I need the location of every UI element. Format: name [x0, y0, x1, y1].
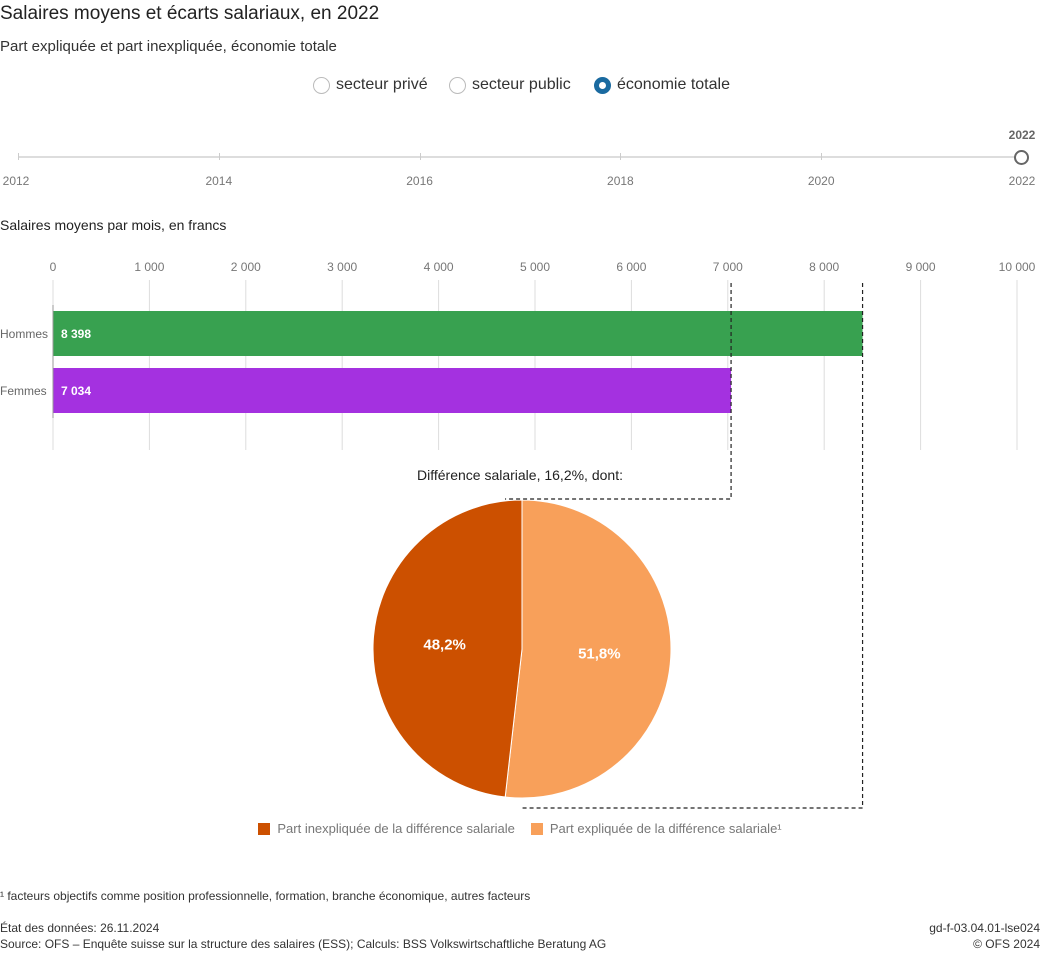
x-tick-label: 1 000 [134, 260, 164, 274]
pie-slice [372, 499, 523, 798]
connector-femmes [505, 283, 732, 500]
radio-label: secteur public [472, 76, 571, 93]
radio-circle-icon [449, 76, 466, 94]
legend-item-expliquee[interactable]: Part expliquée de la différence salarial… [530, 821, 782, 836]
timeline-selected-year: 2022 [1008, 128, 1036, 142]
radio-circle-icon [313, 76, 330, 94]
bar-value-label: 7 034 [61, 384, 91, 398]
x-tick-label: 0 [50, 260, 57, 274]
timeline-year-label[interactable]: 2014 [205, 174, 233, 188]
timeline-year-label[interactable]: 2016 [406, 174, 433, 188]
timeline-tick [419, 153, 421, 160]
pie-slice-label: 51,8% [578, 645, 621, 662]
pie-slice-label: 48,2% [423, 637, 466, 654]
x-tick-label: 4 000 [424, 260, 454, 274]
timeline-slider-handle[interactable] [1014, 150, 1029, 165]
radio-secteur-public[interactable]: secteur public [449, 76, 571, 94]
pie-legend: Part inexpliquée de la différence salari… [0, 821, 1040, 836]
category-label: Hommes [0, 327, 48, 341]
connector-hommes [522, 283, 864, 809]
timeline-tick [218, 153, 220, 160]
timeline-tick [18, 153, 19, 160]
source: Source: OFS – Enquête suisse sur la stru… [0, 937, 607, 951]
bar-value-label: 8 398 [61, 327, 91, 341]
x-tick-label: 8 000 [809, 260, 839, 274]
pie-slice [504, 499, 672, 799]
radio-label: secteur privé [336, 76, 428, 93]
timeline-tick [620, 153, 622, 160]
chart-subtitle: Part expliquée et part inexpliquée, écon… [0, 38, 337, 55]
x-tick-label: 3 000 [327, 260, 357, 274]
radio-label: économie totale [617, 76, 730, 93]
x-tick-label: 7 000 [713, 260, 743, 274]
chart-title: Salaires moyens et écarts salariaux, en … [0, 3, 380, 24]
legend-item-inexpliquee[interactable]: Part inexpliquée de la différence salari… [258, 821, 515, 836]
copyright: © OFS 2024 [973, 937, 1040, 951]
x-tick-label: 2 000 [231, 260, 261, 274]
legend-label: Part expliquée de la différence salarial… [549, 821, 782, 836]
radio-economie-totale[interactable]: économie totale [594, 76, 730, 94]
category-label: Femmes [0, 384, 47, 398]
chart-code: gd-f-03.04.01-lse024 [929, 921, 1040, 935]
timeline-slider-track[interactable] [18, 156, 1022, 158]
pie-title: Différence salariale, 16,2%, dont: [417, 467, 623, 483]
legend-label: Part inexpliquée de la différence salari… [277, 821, 515, 836]
bar-femmes [53, 368, 732, 413]
timeline-year-label[interactable]: 2012 [2, 174, 30, 188]
legend-swatch [258, 822, 271, 835]
legend-swatch [530, 822, 543, 835]
x-tick-label: 10 000 [999, 260, 1036, 274]
radio-selected-icon [594, 76, 611, 94]
radio-secteur-prive[interactable]: secteur privé [313, 76, 428, 94]
x-tick-label: 9 000 [906, 260, 936, 274]
x-tick-label: 5 000 [520, 260, 550, 274]
timeline-year-label[interactable]: 2020 [807, 174, 835, 188]
x-tick-label: 6 000 [616, 260, 646, 274]
bar-hommes [53, 311, 863, 356]
timeline-year-label[interactable]: 2022 [1008, 174, 1036, 188]
footnote: ¹ facteurs objectifs comme position prof… [0, 889, 531, 903]
timeline-tick [821, 153, 823, 160]
bar-chart-title: Salaires moyens par mois, en francs [0, 217, 227, 233]
timeline-year-label[interactable]: 2018 [607, 174, 634, 188]
data-state: État des données: 26.11.2024 [0, 921, 160, 935]
